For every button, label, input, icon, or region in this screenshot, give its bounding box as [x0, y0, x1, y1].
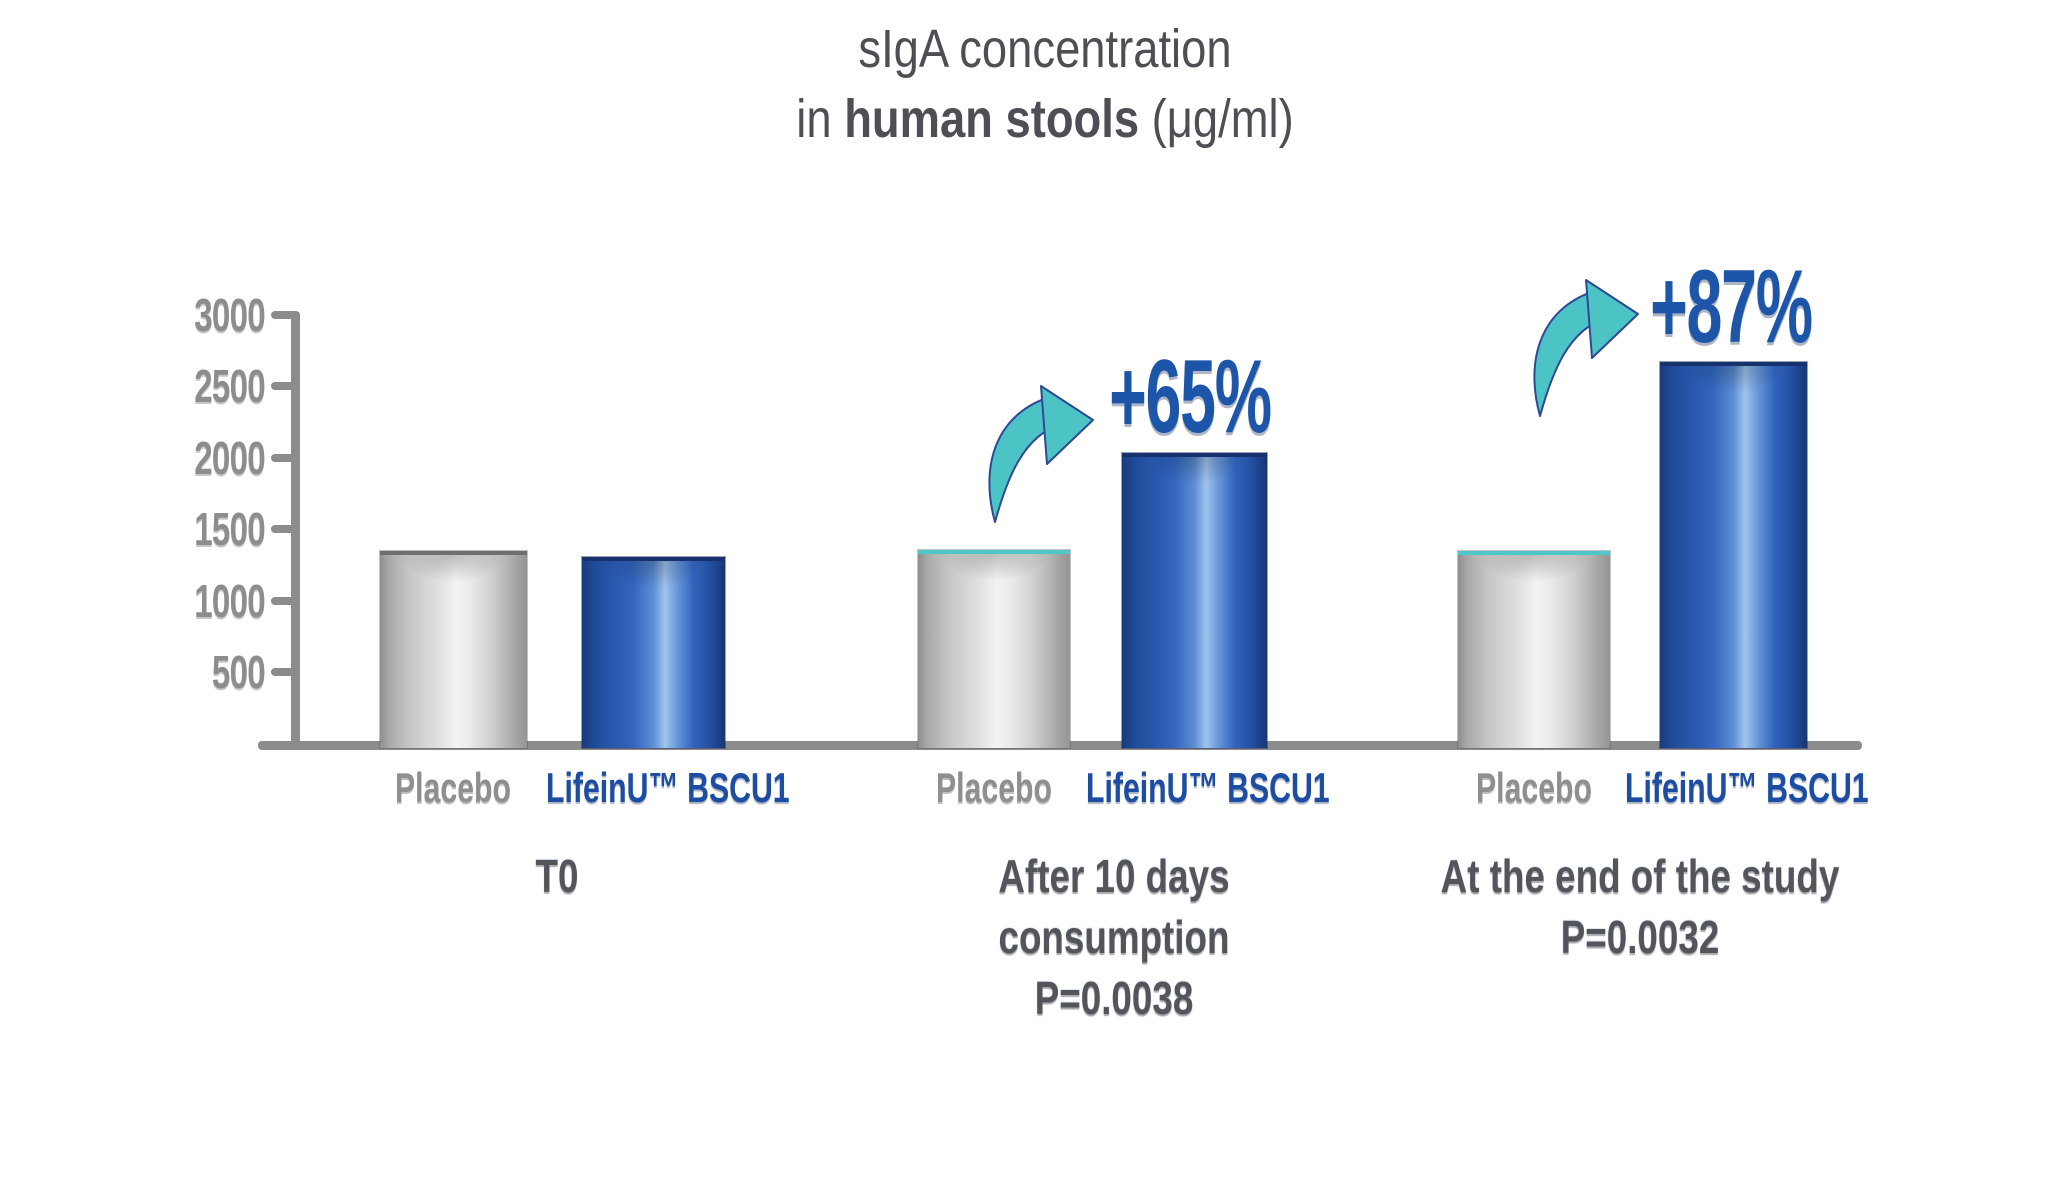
chart-title-line2: in human stools (μg/ml) [796, 89, 1294, 149]
caption-end-pvalue: P=0.0032 [1560, 911, 1720, 963]
caption-end: At the end of the study P=0.0032 [1400, 846, 1880, 968]
series-label-bscu1-10days: LifeinU™ BSCU1 [1086, 764, 1330, 811]
y-tick-label-2000: 2000 [194, 432, 266, 484]
arrow-up-icon [988, 385, 1094, 523]
y-tick-1500 [271, 525, 300, 533]
series-label-placebo-10days: Placebo [936, 764, 1052, 811]
y-tick-1000 [271, 597, 300, 605]
y-tick-500 [271, 668, 300, 676]
caption-end-line1: At the end of the study [1440, 850, 1840, 902]
chart-title-bold: human stools [844, 89, 1140, 149]
arrow-up-icon [1533, 279, 1639, 417]
bar-bscu1-end [1660, 362, 1807, 748]
bar-placebo-t0 [380, 551, 527, 748]
caption-t0-line1: T0 [535, 850, 579, 902]
bar-placebo-10days [918, 550, 1070, 748]
annotation-plus87: +87% [1650, 249, 1813, 365]
caption-t0: T0 [317, 846, 797, 907]
bar-bscu1-10days [1122, 453, 1267, 748]
y-tick-label-2500: 2500 [194, 360, 266, 412]
caption-10days-pvalue: P=0.0038 [1034, 972, 1194, 1024]
y-tick-2000 [271, 454, 300, 462]
annotation-plus65: +65% [1109, 339, 1272, 455]
series-label-placebo-t0: Placebo [395, 764, 511, 811]
caption-10days-line2: consumption [998, 911, 1230, 963]
chart-title-line1: sIgA concentration [858, 19, 1232, 79]
bar-bscu1-t0 [582, 557, 725, 748]
caption-10days-line1: After 10 days [998, 850, 1230, 902]
caption-10days: After 10 days consumption P=0.0038 [874, 846, 1354, 1029]
y-tick-3000 [271, 311, 300, 319]
series-label-bscu1-t0: LifeinU™ BSCU1 [546, 764, 790, 811]
y-tick-label-1500: 1500 [194, 503, 266, 555]
y-tick-label-3000: 3000 [194, 289, 266, 341]
y-tick-label-500: 500 [211, 646, 266, 698]
series-label-placebo-end: Placebo [1476, 764, 1592, 811]
y-tick-label-1000: 1000 [194, 575, 266, 627]
y-tick-2500 [271, 382, 300, 390]
chart-title: sIgA concentration in human stools (μg/m… [625, 14, 1465, 154]
series-label-bscu1-end: LifeinU™ BSCU1 [1625, 764, 1869, 811]
bar-placebo-end [1458, 551, 1610, 748]
